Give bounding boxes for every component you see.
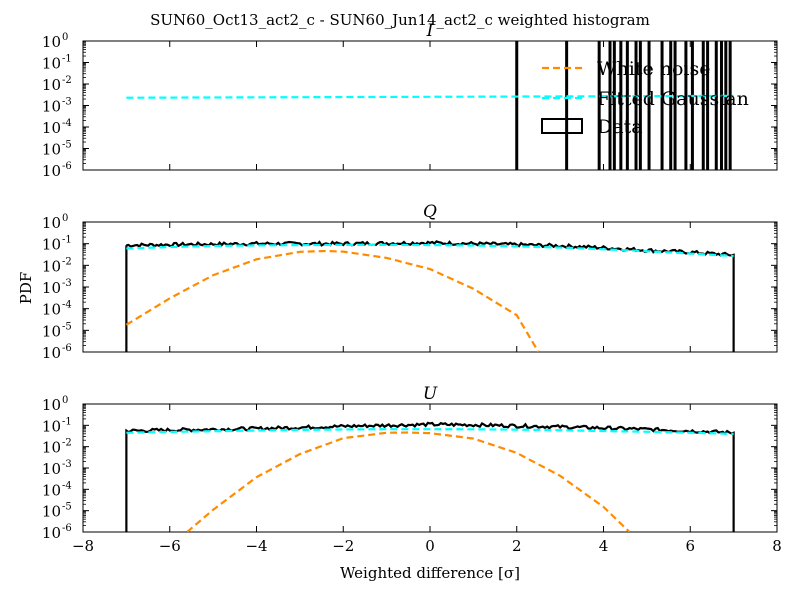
x-tick-label: 0 bbox=[425, 537, 435, 555]
y-tick-label: 10 bbox=[42, 162, 61, 180]
x-tick-label: 6 bbox=[685, 537, 695, 555]
legend-label: Fitted Gaussian bbox=[597, 88, 749, 110]
x-tick-label: −6 bbox=[159, 537, 181, 555]
y-tick-exponent: 0 bbox=[62, 213, 68, 224]
y-tick-exponent: -6 bbox=[62, 161, 72, 172]
y-tick-label: 10 bbox=[42, 344, 61, 362]
y-tick-label: 10 bbox=[42, 460, 61, 478]
y-tick-exponent: -1 bbox=[62, 235, 72, 246]
y-tick-exponent: -5 bbox=[62, 140, 72, 151]
y-tick-exponent: -1 bbox=[62, 416, 72, 427]
plot-frame bbox=[82, 221, 778, 353]
legend: White noise Fitted Gaussian Data bbox=[541, 58, 749, 138]
x-tick-label: 8 bbox=[772, 537, 782, 555]
y-tick-exponent: 0 bbox=[62, 395, 68, 406]
white-noise-curve bbox=[186, 431, 631, 532]
y-tick-exponent: -5 bbox=[62, 321, 72, 332]
y-tick-label: 10 bbox=[42, 524, 61, 542]
y-tick-exponent: -4 bbox=[62, 480, 72, 491]
y-tick-label: 10 bbox=[42, 257, 61, 275]
x-tick-label: −4 bbox=[245, 537, 267, 555]
y-tick-exponent: -6 bbox=[62, 343, 72, 354]
legend-label: Data bbox=[597, 116, 643, 138]
y-tick-exponent: -4 bbox=[62, 118, 72, 129]
y-tick-exponent: -3 bbox=[62, 278, 72, 289]
y-tick-exponent: -2 bbox=[62, 438, 72, 449]
y-tick-label: 10 bbox=[42, 279, 61, 297]
y-tick-label: 10 bbox=[42, 33, 61, 51]
y-tick-label: 10 bbox=[42, 98, 61, 116]
y-tick-exponent: 0 bbox=[62, 32, 68, 43]
y-tick-exponent: -2 bbox=[62, 75, 72, 86]
x-tick-label: −8 bbox=[72, 537, 94, 555]
y-tick-label: 10 bbox=[42, 119, 61, 137]
x-axis-label: Weighted difference [σ] bbox=[340, 564, 520, 582]
y-tick-label: 10 bbox=[42, 439, 61, 457]
y-tick-exponent: -6 bbox=[62, 523, 72, 534]
x-tick-label: 2 bbox=[512, 537, 522, 555]
panel-title: Q bbox=[423, 202, 437, 222]
y-tick-exponent: -3 bbox=[62, 97, 72, 108]
white-noise-curve bbox=[125, 249, 540, 352]
figure-title: SUN60_Oct13_act2_c - SUN60_Jun14_act2_c … bbox=[150, 11, 650, 29]
x-tick-label: 4 bbox=[599, 537, 609, 555]
data-histogram bbox=[125, 421, 735, 532]
y-tick-label: 10 bbox=[42, 141, 61, 159]
plot-area bbox=[125, 421, 735, 532]
legend-label: White noise bbox=[597, 58, 711, 80]
y-tick-label: 10 bbox=[42, 301, 61, 319]
y-tick-exponent: -5 bbox=[62, 502, 72, 513]
y-tick-label: 10 bbox=[42, 55, 61, 73]
fitted-gaussian-curve bbox=[126, 94, 734, 99]
legend-data-swatch bbox=[541, 118, 583, 134]
y-tick-label: 10 bbox=[42, 76, 61, 94]
y-tick-exponent: -2 bbox=[62, 256, 72, 267]
y-tick-label: 10 bbox=[42, 417, 61, 435]
y-tick-label: 10 bbox=[42, 322, 61, 340]
y-tick-label: 10 bbox=[42, 396, 61, 414]
y-tick-label: 10 bbox=[42, 236, 61, 254]
plot-area bbox=[126, 41, 734, 170]
y-tick-exponent: -4 bbox=[62, 300, 72, 311]
fitted-gaussian-curve bbox=[126, 428, 734, 435]
x-tick-label: −2 bbox=[332, 537, 354, 555]
y-tick-exponent: -3 bbox=[62, 459, 72, 470]
y-tick-exponent: -1 bbox=[62, 54, 72, 65]
y-tick-label: 10 bbox=[42, 481, 61, 499]
panel-title: I bbox=[426, 21, 434, 41]
y-axis-label: PDF bbox=[17, 272, 35, 305]
fitted-gaussian-curve bbox=[126, 243, 734, 258]
data-histogram bbox=[125, 240, 735, 352]
panel-title: U bbox=[423, 384, 438, 404]
y-tick-label: 10 bbox=[42, 503, 61, 521]
y-tick-label: 10 bbox=[42, 214, 61, 232]
plot-area bbox=[125, 240, 735, 352]
